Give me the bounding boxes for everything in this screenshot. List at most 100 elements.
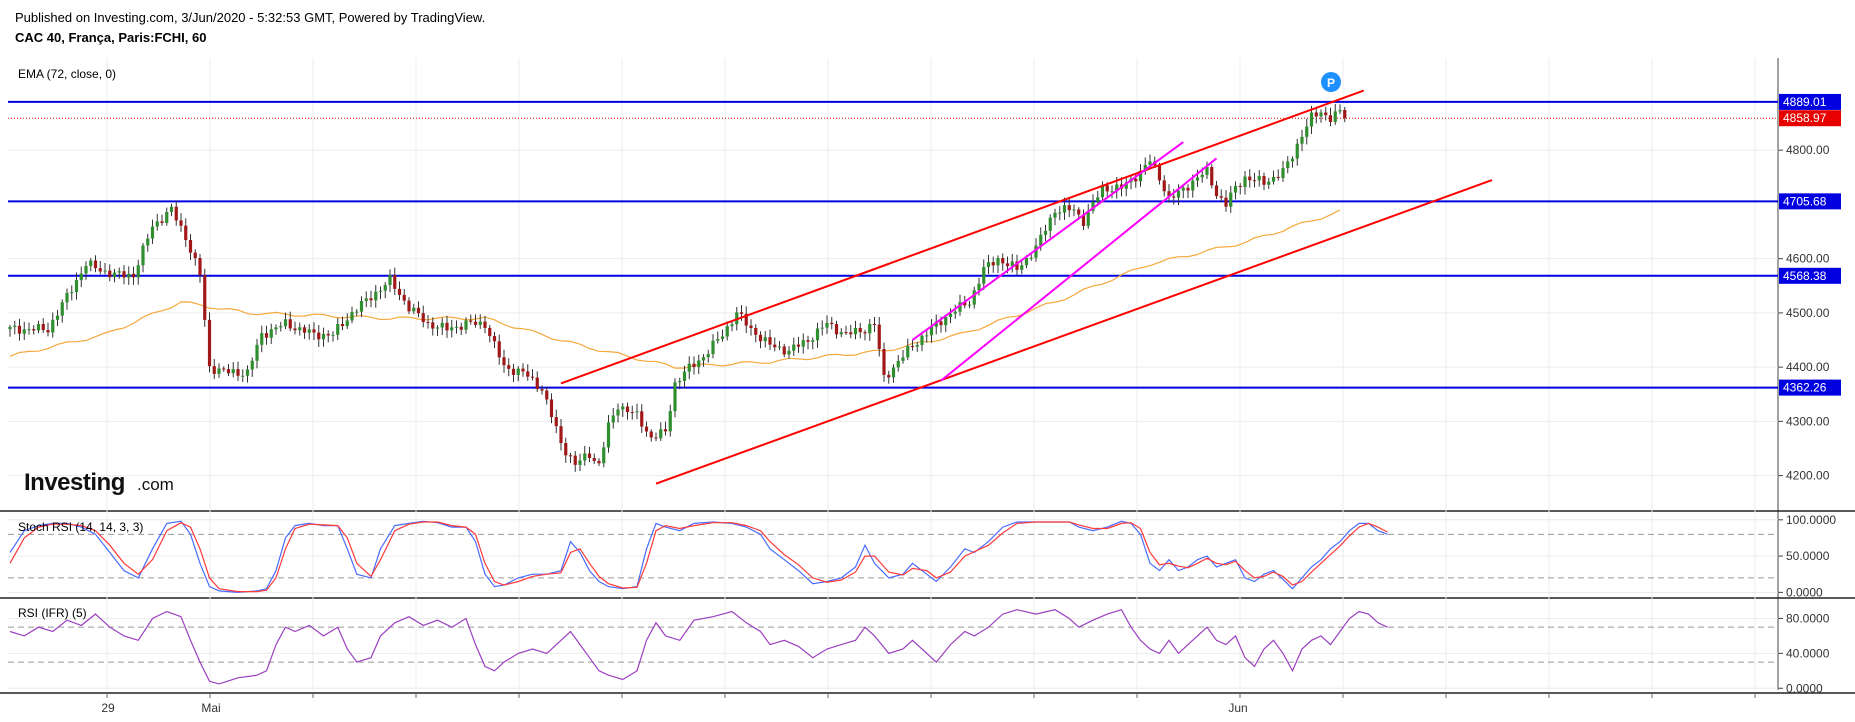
candle-up (321, 333, 326, 340)
channel-line (940, 157, 1218, 382)
candle-up (336, 324, 340, 335)
candle-down (402, 294, 406, 301)
candle-down (844, 332, 848, 334)
candle-up (1195, 177, 1200, 181)
candle-up (825, 322, 829, 328)
candle-down (416, 307, 421, 314)
candle-down (160, 221, 164, 223)
pattern-marker[interactable]: P (1321, 72, 1341, 92)
candle-up (678, 380, 682, 383)
candle-down (587, 453, 592, 459)
candle-up (901, 357, 905, 361)
candle-up (1096, 197, 1100, 202)
candle-up (1100, 185, 1105, 198)
candle-up (1176, 190, 1181, 198)
last-price-tag (1779, 110, 1841, 127)
candle-down (1224, 197, 1228, 207)
candle-up (1309, 112, 1314, 127)
candle-down (782, 346, 786, 355)
candle-up (673, 382, 677, 412)
candle-down (739, 312, 744, 314)
candle-up (1138, 170, 1143, 182)
candle-down (188, 240, 193, 253)
candle-down (179, 220, 183, 226)
candle-down (863, 332, 867, 334)
candle-up (454, 326, 459, 328)
candle-down (597, 460, 601, 464)
candle-up (245, 369, 250, 376)
candle-down (407, 300, 411, 312)
candle-down (312, 329, 316, 333)
candle-down (193, 252, 197, 259)
candle-up (1024, 257, 1029, 266)
candle-up (1043, 230, 1048, 235)
candle-up (986, 262, 991, 268)
candle-down (511, 368, 516, 375)
candle-up (374, 291, 378, 301)
main-price-pane (8, 89, 1778, 485)
candle-down (473, 321, 478, 325)
candle-up (1305, 126, 1309, 137)
price-tick-label: 4800.00 (1786, 143, 1830, 157)
candle-down (32, 329, 36, 331)
candle-up (611, 415, 615, 423)
published-caption: Published on Investing.com, 3/Jun/2020 -… (15, 10, 486, 25)
pattern-marker-icon[interactable] (1321, 72, 1341, 92)
candle-up (1271, 176, 1276, 182)
time-axis-label: Jun (1228, 701, 1247, 715)
candle-up (27, 329, 31, 331)
logo-suffix: .com (137, 475, 174, 494)
candle-up (378, 290, 383, 292)
candle-down (184, 225, 188, 241)
stoch-rsi-pane (8, 520, 1778, 594)
candle-down (644, 426, 649, 432)
candle-up (359, 300, 364, 312)
candle-down (1157, 165, 1162, 181)
candle-up (982, 267, 986, 284)
candle-up (36, 324, 41, 331)
candle-up (141, 245, 145, 266)
candle-down (1167, 191, 1171, 197)
candle-up (146, 238, 150, 246)
grid-lines (8, 58, 1778, 690)
candle-down (397, 288, 402, 295)
candle-down (559, 426, 563, 444)
candle-down (41, 324, 45, 331)
candle-up (440, 322, 444, 328)
candle-up (891, 367, 896, 378)
candle-down (564, 443, 568, 456)
candle-up (958, 302, 962, 312)
candle-up (934, 321, 938, 327)
candle-up (1039, 234, 1043, 246)
candle-up (516, 368, 520, 375)
candle-up (896, 360, 900, 368)
candle-up (274, 327, 278, 330)
candle-up (801, 340, 805, 347)
candle-down (1172, 196, 1176, 198)
candle-down (568, 455, 573, 457)
candle-up (89, 260, 93, 266)
candle-up (792, 344, 796, 351)
candle-up (777, 346, 782, 348)
candle-up (701, 357, 706, 361)
candle-up (60, 302, 64, 316)
candle-down (991, 262, 995, 266)
candle-up (725, 326, 729, 337)
stoch-rsi-label: Stoch RSI (14, 14, 3, 3) (18, 520, 143, 534)
candle-down (302, 327, 307, 333)
candle-up (1229, 192, 1233, 207)
candle-down (226, 369, 231, 374)
stoch-tick-label: 0.0000 (1786, 585, 1823, 599)
price-level-tag (1779, 379, 1841, 396)
candle-up (853, 328, 858, 335)
candle-up (929, 326, 934, 336)
candle-up (450, 327, 454, 331)
candle-down (545, 390, 549, 400)
candle-down (592, 458, 596, 461)
candle-down (264, 333, 269, 338)
candle-up (925, 335, 929, 337)
candle-down (768, 337, 772, 345)
candle-down (426, 322, 430, 324)
price-tick-label: 4300.00 (1786, 414, 1830, 428)
